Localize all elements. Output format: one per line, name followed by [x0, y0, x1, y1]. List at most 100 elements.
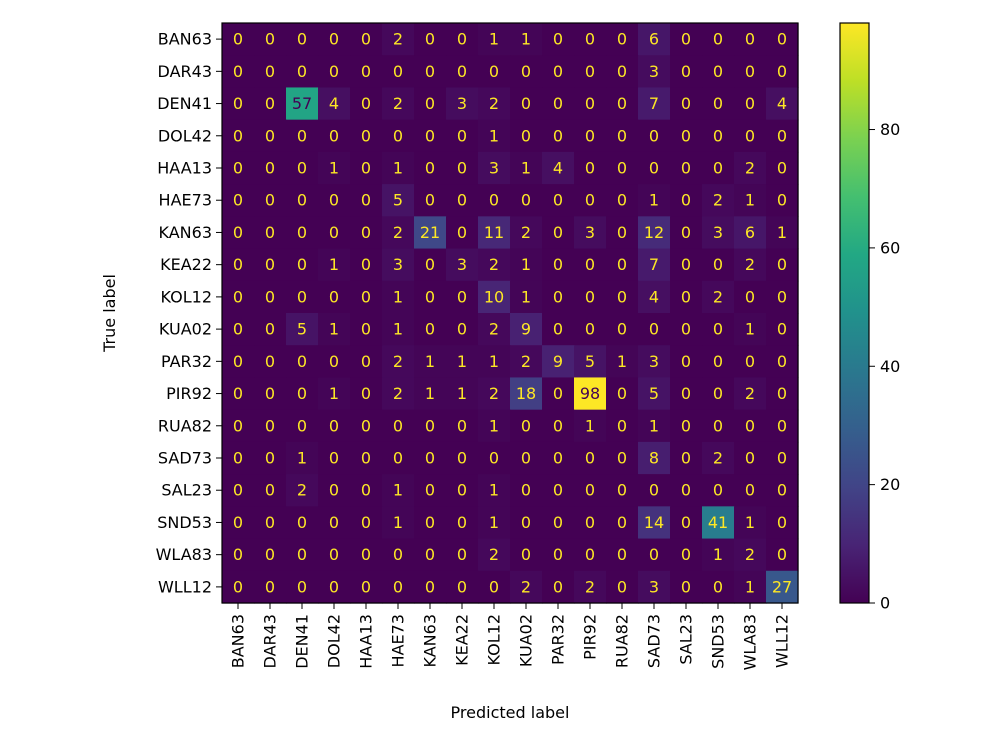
cell-value-label: 0 [297, 191, 307, 210]
heatmap-cell [510, 248, 543, 282]
cell-value-label: 0 [233, 449, 243, 468]
y-tick-label: KUA02 [159, 320, 212, 339]
heatmap-cell [766, 570, 799, 604]
cell-value-label: 0 [425, 191, 435, 210]
heatmap-cell [606, 87, 639, 121]
cell-value-label: 0 [329, 223, 339, 242]
cell-value-label: 0 [585, 545, 595, 564]
cell-value-label: 0 [681, 352, 691, 371]
cell-value-label: 1 [489, 416, 499, 435]
cell-value-label: 0 [521, 481, 531, 500]
y-tick-label: RUA82 [158, 416, 212, 435]
cell-value-label: 0 [329, 352, 339, 371]
cell-value-label: 0 [649, 159, 659, 178]
heatmap-cell [350, 280, 383, 314]
heatmap-cell [318, 409, 351, 443]
heatmap-cell [766, 184, 799, 217]
heatmap-cell [734, 216, 767, 250]
heatmap-cell [670, 280, 703, 314]
heatmap-cell [222, 345, 255, 379]
heatmap-cell [734, 184, 767, 217]
heatmap-cell [702, 184, 735, 217]
heatmap-cell [414, 87, 447, 121]
heatmap-cell [542, 570, 575, 604]
heatmap-cell [606, 377, 639, 411]
cell-value-label: 1 [521, 287, 531, 306]
heatmap-cell [606, 184, 639, 217]
heatmap-cell [414, 377, 447, 411]
heatmap-cell [222, 538, 255, 572]
heatmap-cell [254, 409, 287, 443]
cell-value-label: 0 [265, 159, 275, 178]
heatmap-cell [542, 280, 575, 314]
heatmap-cell [702, 345, 735, 379]
colorbar [839, 22, 870, 604]
heatmap-cell [638, 151, 671, 185]
y-tick-label: KAN63 [159, 223, 212, 242]
heatmap-cell [414, 313, 447, 346]
cell-value-label: 0 [585, 94, 595, 113]
cell-value-label: 0 [777, 384, 787, 403]
cell-value-label: 0 [329, 513, 339, 532]
cell-value-label: 0 [265, 30, 275, 49]
cell-value-label: 0 [521, 126, 531, 145]
heatmap-cell [254, 216, 287, 250]
cell-value-label: 4 [553, 159, 563, 178]
cell-value-label: 0 [265, 287, 275, 306]
heatmap-cell [414, 538, 447, 572]
heatmap-cell [670, 377, 703, 411]
cell-value-label: 1 [745, 577, 755, 596]
heatmap-cell [478, 377, 511, 411]
cell-value-label: 0 [329, 30, 339, 49]
heatmap-cell [766, 377, 799, 411]
x-tick-label: DOL42 [325, 614, 344, 668]
heatmap-cell [254, 538, 287, 572]
cell-value-label: 10 [484, 287, 504, 306]
heatmap-cell [318, 184, 351, 217]
heatmap-cell [574, 441, 607, 475]
cell-value-label: 0 [681, 62, 691, 81]
heatmap-cell [574, 570, 607, 604]
cell-value-label: 0 [617, 62, 627, 81]
cell-value-label: 0 [361, 191, 371, 210]
cell-value-label: 0 [425, 449, 435, 468]
heatmap-cell [510, 474, 543, 507]
heatmap-cell [510, 313, 543, 346]
heatmap-cell [702, 151, 735, 185]
heatmap-cell [702, 538, 735, 572]
heatmap-cell [414, 216, 447, 250]
heatmap-cell [510, 23, 543, 56]
heatmap-cell [350, 55, 383, 89]
cell-value-label: 0 [425, 62, 435, 81]
cell-value-label: 0 [713, 320, 723, 339]
cell-value-label: 0 [265, 481, 275, 500]
cell-value-label: 0 [233, 287, 243, 306]
heatmap-cell [702, 248, 735, 282]
cell-value-label: 0 [265, 416, 275, 435]
cell-value-label: 2 [489, 384, 499, 403]
cell-value-label: 0 [617, 191, 627, 210]
heatmap-cell [446, 55, 479, 89]
heatmap-cell [574, 248, 607, 282]
cell-value-label: 0 [649, 481, 659, 500]
heatmap-cell [670, 23, 703, 56]
heatmap-cell [446, 474, 479, 507]
cell-value-label: 0 [553, 255, 563, 274]
cell-value-label: 0 [681, 320, 691, 339]
cell-value-label: 0 [457, 449, 467, 468]
heatmap-cell [574, 506, 607, 540]
cell-value-label: 1 [585, 416, 595, 435]
heatmap-cell [606, 409, 639, 443]
heatmap-cell [286, 119, 319, 153]
cell-value-label: 0 [297, 545, 307, 564]
cell-value-label: 0 [681, 191, 691, 210]
heatmap-cell [382, 280, 415, 314]
heatmap-cell [446, 377, 479, 411]
heatmap-cell [222, 87, 255, 121]
cell-value-label: 4 [329, 94, 339, 113]
cell-value-label: 0 [553, 320, 563, 339]
heatmap-cell [574, 474, 607, 507]
heatmap-cell [382, 119, 415, 153]
heatmap-cell [350, 313, 383, 346]
heatmap-cell [734, 345, 767, 379]
